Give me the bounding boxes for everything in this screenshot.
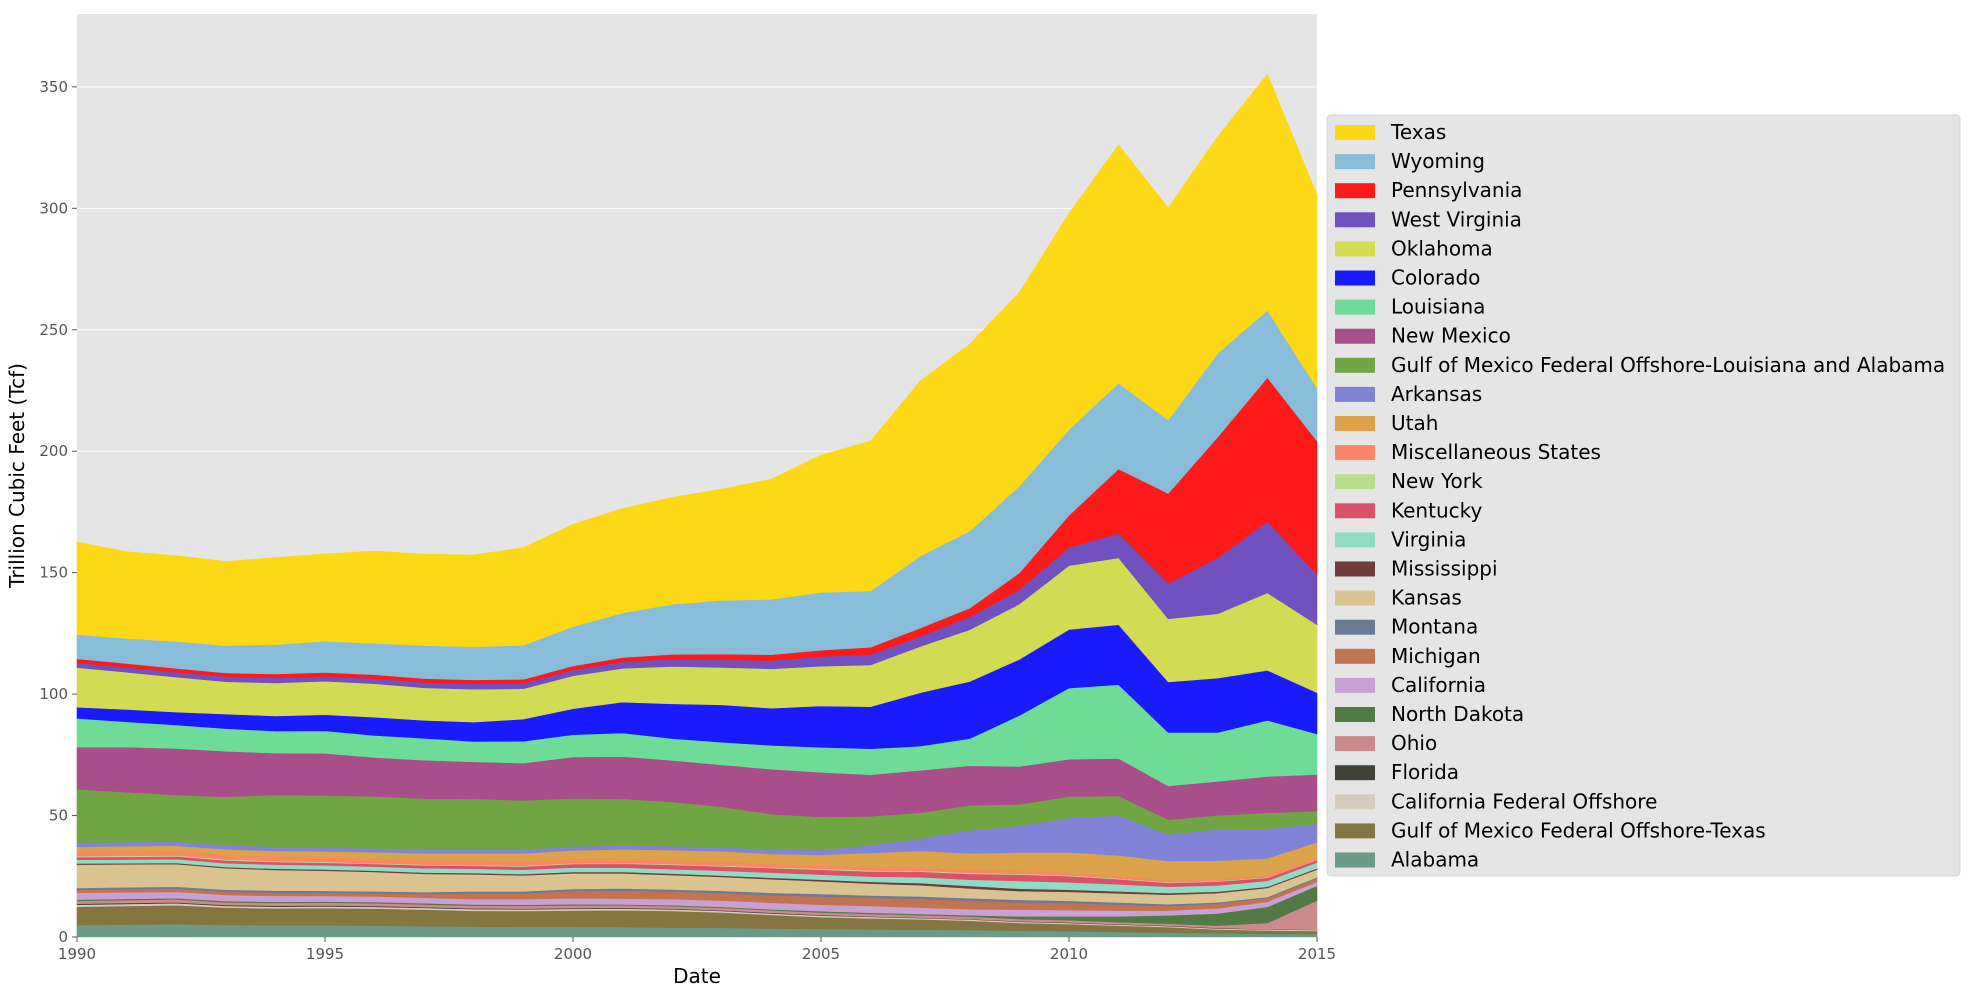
legend-label-arkansas: Arkansas bbox=[1391, 382, 1482, 406]
legend-swatch-kentucky bbox=[1335, 503, 1375, 519]
legend-swatch-miscellaneous-states bbox=[1335, 445, 1375, 461]
y-tick-label-250: 250 bbox=[39, 321, 68, 339]
y-tick-label-200: 200 bbox=[39, 442, 68, 460]
y-axis-title: Trillion Cubic Feet (Tcf) bbox=[5, 363, 29, 589]
y-tick-label-150: 150 bbox=[39, 564, 68, 582]
legend-label-alabama: Alabama bbox=[1391, 848, 1479, 872]
area-series-group bbox=[76, 73, 1318, 938]
legend-swatch-texas bbox=[1335, 125, 1375, 140]
x-tick-label-1995: 1995 bbox=[306, 945, 344, 963]
legend-swatch-virginia bbox=[1335, 532, 1375, 548]
legend-label-california: California bbox=[1391, 673, 1486, 697]
legend-swatch-oklahoma bbox=[1335, 241, 1375, 257]
legend-swatch-new-york bbox=[1335, 474, 1375, 490]
legend-label-colorado: Colorado bbox=[1391, 266, 1480, 290]
legend-label-virginia: Virginia bbox=[1391, 527, 1466, 551]
legend-swatch-gulf-of-mexico-federal-offshore-louisiana-and-alabama bbox=[1335, 357, 1375, 373]
y-tick-label-50: 50 bbox=[49, 807, 68, 825]
legend-swatch-north-dakota bbox=[1335, 707, 1375, 722]
legend-swatch-new-mexico bbox=[1335, 328, 1375, 344]
legend-label-miscellaneous-states: Miscellaneous States bbox=[1391, 440, 1601, 464]
legend-swatch-west-virginia bbox=[1335, 212, 1375, 228]
legend-label-montana: Montana bbox=[1391, 615, 1478, 639]
legend-label-north-dakota: North Dakota bbox=[1391, 702, 1524, 726]
legend-label-gulf-of-mexico-federal-offshore-louisiana-and-alabama: Gulf of Mexico Federal Offshore-Louisian… bbox=[1391, 353, 1945, 377]
legend-label-kansas: Kansas bbox=[1391, 586, 1462, 610]
legend-label-ohio: Ohio bbox=[1391, 731, 1437, 755]
legend-swatch-alabama bbox=[1335, 852, 1375, 868]
legend-swatch-california-federal-offshore bbox=[1335, 794, 1375, 810]
x-axis-title: Date bbox=[673, 964, 721, 988]
legend-swatch-louisiana bbox=[1335, 299, 1375, 315]
area-texas bbox=[76, 73, 1318, 648]
legend-swatch-arkansas bbox=[1335, 386, 1375, 402]
x-tick-label-2015: 2015 bbox=[1298, 945, 1336, 963]
legend-swatch-ohio bbox=[1335, 736, 1375, 752]
x-tick-label-2000: 2000 bbox=[554, 945, 592, 963]
y-tick-label-300: 300 bbox=[39, 199, 68, 217]
legend-swatch-mississippi bbox=[1335, 561, 1375, 577]
legend-label-texas: Texas bbox=[1390, 120, 1446, 144]
legend-swatch-michigan bbox=[1335, 648, 1375, 664]
legend-swatch-california bbox=[1335, 677, 1375, 693]
y-tick-label-100: 100 bbox=[39, 685, 68, 703]
legend-label-oklahoma: Oklahoma bbox=[1391, 236, 1493, 260]
legend-label-new-york: New York bbox=[1391, 469, 1483, 493]
legend-swatch-pennsylvania bbox=[1335, 183, 1375, 199]
legend-swatch-florida bbox=[1335, 765, 1375, 781]
legend-label-gulf-of-mexico-federal-offshore-texas: Gulf of Mexico Federal Offshore-Texas bbox=[1391, 818, 1766, 842]
legend-label-utah: Utah bbox=[1391, 411, 1438, 435]
legend-label-new-mexico: New Mexico bbox=[1391, 324, 1511, 348]
legend-label-louisiana: Louisiana bbox=[1391, 295, 1485, 319]
legend-label-west-virginia: West Virginia bbox=[1391, 207, 1522, 231]
legend-label-california-federal-offshore: California Federal Offshore bbox=[1391, 789, 1657, 813]
legend-swatch-colorado bbox=[1335, 270, 1375, 286]
x-tick-label-2005: 2005 bbox=[802, 945, 840, 963]
legend-swatch-gulf-of-mexico-federal-offshore-texas bbox=[1335, 823, 1375, 839]
legend-swatch-kansas bbox=[1335, 590, 1375, 606]
legend-swatch-utah bbox=[1335, 416, 1375, 431]
legend-label-mississippi: Mississippi bbox=[1391, 557, 1498, 581]
legend-box bbox=[1326, 114, 1961, 877]
legend-label-florida: Florida bbox=[1391, 760, 1459, 784]
axes: 0 50 100 150 200 250 300 350 1990 1995 2000 2005 201… bbox=[39, 78, 1336, 963]
legend-swatch-wyoming bbox=[1335, 154, 1375, 170]
legend-label-kentucky: Kentucky bbox=[1391, 498, 1482, 522]
legend-label-wyoming: Wyoming bbox=[1391, 149, 1485, 173]
legend-swatch-montana bbox=[1335, 619, 1375, 635]
legend-label-pennsylvania: Pennsylvania bbox=[1391, 178, 1522, 202]
y-tick-label-350: 350 bbox=[39, 78, 68, 96]
y-tick-label-0: 0 bbox=[58, 928, 68, 946]
x-tick-label-1990: 1990 bbox=[58, 945, 96, 963]
x-tick-label-2010: 2010 bbox=[1050, 945, 1088, 963]
legend: Texas Wyoming Pennsylvania West Virginia Okl… bbox=[1326, 114, 1961, 877]
legend-label-michigan: Michigan bbox=[1391, 644, 1481, 668]
